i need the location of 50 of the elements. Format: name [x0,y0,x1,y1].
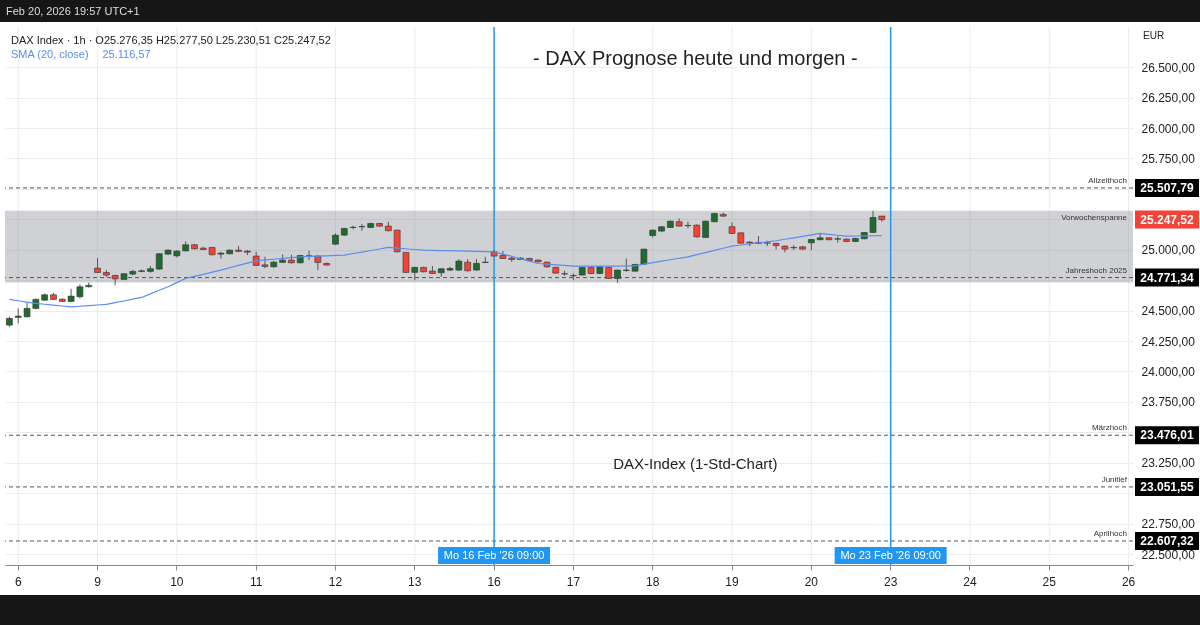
x-tick-label: 20 [804,574,819,589]
y-tick-label: 26.000,00 [1141,121,1196,136]
candlestick [349,225,357,230]
text: 23.476,01 [1140,428,1195,443]
x-tick-label: 12 [328,574,343,589]
x-tick-label: 13 [408,574,422,589]
text: 22.607,32 [1140,533,1195,548]
y-tick-label: 24.000,00 [1141,364,1196,379]
band-label: Vorwochenspanne [1061,212,1128,222]
y-tick-label: 25.750,00 [1141,151,1196,166]
y-tick-label: 22.750,00 [1141,517,1196,532]
text: 25.247,52 [1140,212,1195,227]
x-tick-label: 19 [725,574,740,589]
line-series [8,232,883,308]
text: 25.507,79 [1140,180,1195,195]
y-tick-label: 25.000,00 [1141,243,1196,258]
y-tick-label: 23.750,00 [1141,395,1196,410]
x-tick-label: 24 [963,574,977,589]
y-tick-label: 26.500,00 [1141,60,1196,75]
y-tick-label: 24.500,00 [1141,304,1196,319]
x-tick-label: 6 [14,574,22,589]
annotation: DAX-Index (1-Std-Chart) [613,455,778,473]
y-tick-label: 24.250,00 [1141,334,1196,349]
ref-line-label: Märzhoch [1091,423,1127,433]
x-tick-label: 18 [646,574,660,589]
y-tick-label: 26.250,00 [1141,91,1196,106]
x-tick-label: 9 [94,574,102,589]
ref-line-label: Junitief [1101,474,1128,484]
ref-line-label: Jahreshoch 2025 [1065,265,1128,275]
x-tick-label: 17 [566,574,581,589]
text: Feb 20, 2026 19:57 UTC+1 [5,4,141,19]
ref-line-label: Mo 23 Feb '26 09:00 [840,549,941,561]
annotation: 25.116,57 [102,48,151,60]
ref-line-label: Allzeithoch [1088,175,1127,185]
x-tick-label: 25 [1042,574,1057,589]
ref-line-label: Mo 16 Feb '26 09:00 [443,549,545,561]
x-tick-label: 26 [1121,574,1136,589]
y-tick-label: 23.250,00 [1141,456,1196,471]
text: 24.771,34 [1140,270,1195,285]
x-tick-label: 11 [249,574,263,589]
x-tick-label: 23 [883,574,898,589]
x-tick-label: 16 [487,574,502,589]
ref-line-label: Aprilhoch [1093,528,1127,538]
text: 23.051,55 [1140,479,1195,494]
text: DAX Index · 1h · O25.276,35 H25.277,50 L25.230,51 C25.247,52 [11,34,331,46]
y-tick-label: 22.500,00 [1141,547,1196,562]
text: - DAX Prognose heute und morgen - [533,47,858,69]
x-tick-label: 10 [170,574,184,589]
text: SMA (20, close) [11,48,89,60]
y-axis-title: EUR [1143,30,1165,41]
